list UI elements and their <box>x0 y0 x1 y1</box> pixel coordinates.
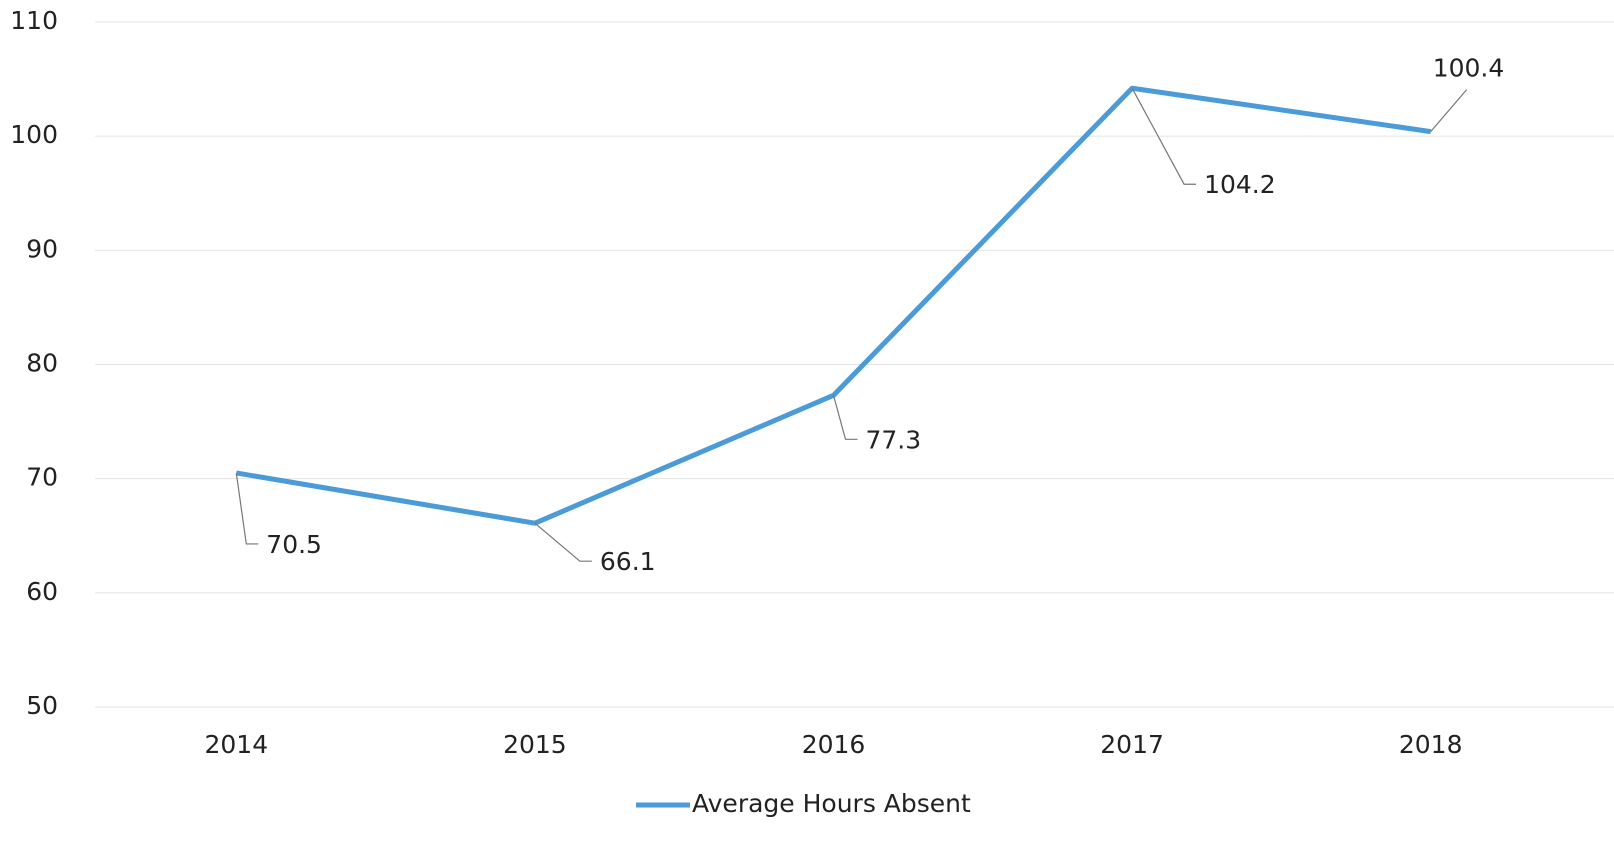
y-tick-label: 70 <box>26 463 58 492</box>
data-label: 66.1 <box>600 547 656 576</box>
data-label: 77.3 <box>866 425 922 454</box>
series-line <box>235 85 1432 526</box>
leader-line <box>1131 87 1197 185</box>
data-label: 70.5 <box>266 530 322 559</box>
y-tick-label: 100 <box>10 120 58 149</box>
leader-line <box>534 522 592 562</box>
x-tick-label: 2018 <box>1399 730 1463 759</box>
leader-line <box>832 395 858 440</box>
y-tick-label: 90 <box>26 234 58 263</box>
leader-line <box>1430 89 1468 132</box>
y-tick-label: 50 <box>26 691 58 720</box>
x-tick-label: 2014 <box>204 730 268 759</box>
x-tick-label: 2015 <box>503 730 567 759</box>
data-label: 100.4 <box>1433 54 1505 83</box>
y-tick-label: 80 <box>26 349 58 378</box>
y-tick-label: 60 <box>26 577 58 606</box>
data-label: 104.2 <box>1204 170 1276 199</box>
x-tick-label: 2017 <box>1100 730 1164 759</box>
leader-line <box>235 472 259 545</box>
y-tick-label: 110 <box>10 6 58 35</box>
legend-label: Average Hours Absent <box>692 789 971 818</box>
x-tick-label: 2016 <box>802 730 866 759</box>
